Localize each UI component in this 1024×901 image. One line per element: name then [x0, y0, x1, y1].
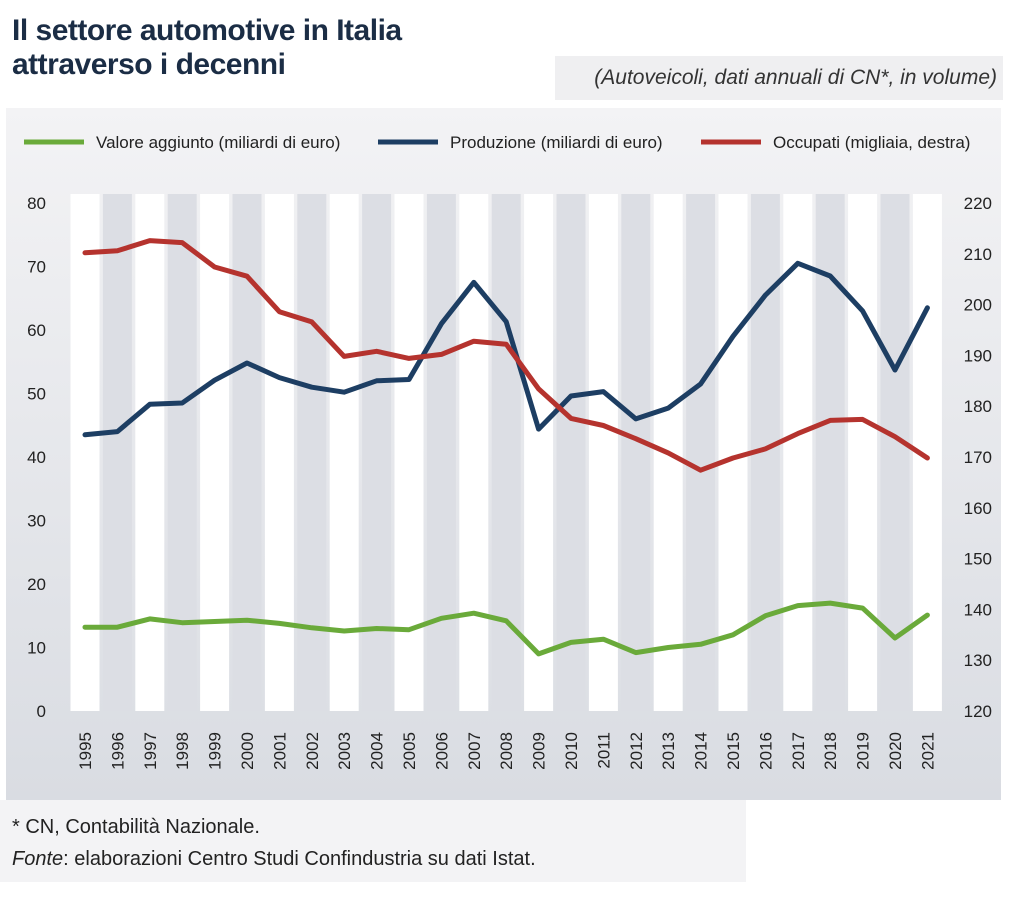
right-tick-label: 220	[964, 194, 992, 213]
legend: Valore aggiunto (miliardi di euro) Produz…	[24, 133, 970, 152]
year-band	[783, 194, 813, 711]
year-band	[459, 194, 489, 711]
right-axis-ticks: 120 130 140 150 160 170 180 190 200 210 220	[964, 194, 992, 721]
x-tick-label: 1995	[76, 732, 95, 770]
series-line	[82, 238, 930, 473]
left-tick-label: 80	[27, 194, 46, 213]
chart-title: Il settore automotive in Italia attraver…	[12, 14, 572, 82]
x-tick-label: 2016	[756, 732, 775, 770]
x-tick-label: 2011	[594, 732, 613, 769]
year-band	[426, 194, 456, 711]
x-tick-label: 2008	[497, 732, 516, 770]
left-tick-label: 10	[27, 639, 46, 658]
year-band	[848, 194, 878, 711]
x-tick-label: 2005	[400, 732, 419, 770]
x-tick-label: 2007	[465, 732, 484, 770]
x-tick-label: 1997	[141, 732, 160, 770]
left-tick-label: 60	[27, 321, 46, 340]
x-tick-label: 2001	[270, 732, 289, 770]
year-bands	[70, 194, 942, 711]
x-tick-label: 2000	[238, 732, 257, 770]
year-band	[135, 194, 165, 711]
source-note: Fonte: elaborazioni Centro Studi Confind…	[12, 848, 536, 871]
right-tick-label: 200	[964, 296, 992, 315]
year-band	[362, 194, 392, 711]
x-tick-label: 2019	[854, 732, 873, 770]
legend-label: Produzione (miliardi di euro)	[450, 133, 663, 152]
year-band	[200, 194, 230, 711]
year-band	[524, 194, 554, 711]
year-band	[686, 194, 716, 711]
year-band	[167, 194, 197, 711]
chart-panel: Valore aggiunto (miliardi di euro) Produz…	[6, 108, 1001, 800]
left-tick-label: 40	[27, 448, 46, 467]
source-label: Fonte	[12, 848, 64, 870]
x-tick-label: 2017	[789, 732, 808, 770]
year-band	[329, 194, 359, 711]
right-tick-label: 210	[964, 245, 992, 264]
chart-title-line-2: attraverso i decenni	[12, 48, 286, 81]
x-axis-ticks: 1995 1996 1997 1998 1999 2000 2001 2002 2003 2004…	[76, 732, 937, 770]
year-band	[264, 194, 294, 711]
x-tick-label: 1998	[173, 732, 192, 770]
right-tick-label: 140	[964, 600, 992, 619]
right-tick-label: 150	[964, 550, 992, 569]
source-text: : elaborazioni Centro Studi Confindustri…	[63, 848, 536, 870]
left-tick-label: 70	[27, 258, 46, 277]
x-tick-label: 2002	[303, 732, 322, 770]
chart-subtitle: (Autoveicoli, dati annuali di CN*, in vo…	[594, 66, 997, 89]
series-line	[82, 600, 930, 657]
x-tick-label: 2004	[368, 732, 387, 770]
year-band	[621, 194, 651, 711]
x-tick-label: 2014	[692, 732, 711, 770]
x-tick-label: 2015	[724, 732, 743, 770]
line-chart: Valore aggiunto (miliardi di euro) Produz…	[24, 133, 992, 770]
year-band	[815, 194, 845, 711]
subtitle-box: (Autoveicoli, dati annuali di CN*, in vo…	[555, 56, 1003, 100]
year-band	[556, 194, 586, 711]
left-tick-label: 20	[27, 575, 46, 594]
chart-title-line-1: Il settore automotive in Italia	[12, 14, 402, 47]
right-tick-label: 120	[964, 702, 992, 721]
right-tick-label: 180	[964, 397, 992, 416]
year-band	[491, 194, 521, 711]
x-tick-label: 2018	[821, 732, 840, 770]
right-tick-label: 160	[964, 499, 992, 518]
year-band	[102, 194, 132, 711]
year-band	[297, 194, 327, 711]
year-band	[588, 194, 618, 711]
year-band	[232, 194, 262, 711]
year-band	[718, 194, 748, 711]
left-tick-label: 30	[27, 512, 46, 531]
x-tick-label: 2010	[562, 732, 581, 770]
right-tick-label: 170	[964, 448, 992, 467]
left-axis-ticks: 0 10 20 30 40 50 60 70 80	[27, 194, 46, 721]
legend-label: Valore aggiunto (miliardi di euro)	[96, 133, 340, 152]
footnote: * CN, Contabilità Nazionale.	[12, 816, 260, 838]
x-tick-label: 1996	[108, 732, 127, 770]
x-tick-label: 2021	[918, 732, 937, 770]
year-band	[880, 194, 910, 711]
footnote-box: * CN, Contabilità Nazionale. Fonte: elab…	[0, 800, 746, 882]
x-tick-label: 2003	[335, 732, 354, 770]
series-lines	[82, 238, 930, 657]
year-band	[394, 194, 424, 711]
x-tick-label: 2009	[530, 732, 549, 770]
x-tick-label: 2013	[659, 732, 678, 770]
x-tick-label: 2006	[432, 732, 451, 770]
x-tick-label: 2012	[627, 732, 646, 770]
x-tick-label: 1999	[206, 732, 225, 770]
legend-label: Occupati (migliaia, destra)	[773, 133, 970, 152]
left-tick-label: 50	[27, 385, 46, 404]
series-line	[82, 260, 930, 438]
year-band	[70, 194, 100, 711]
right-tick-label: 130	[964, 651, 992, 670]
right-tick-label: 190	[964, 346, 992, 365]
left-tick-label: 0	[37, 702, 46, 721]
x-tick-label: 2020	[886, 732, 905, 770]
